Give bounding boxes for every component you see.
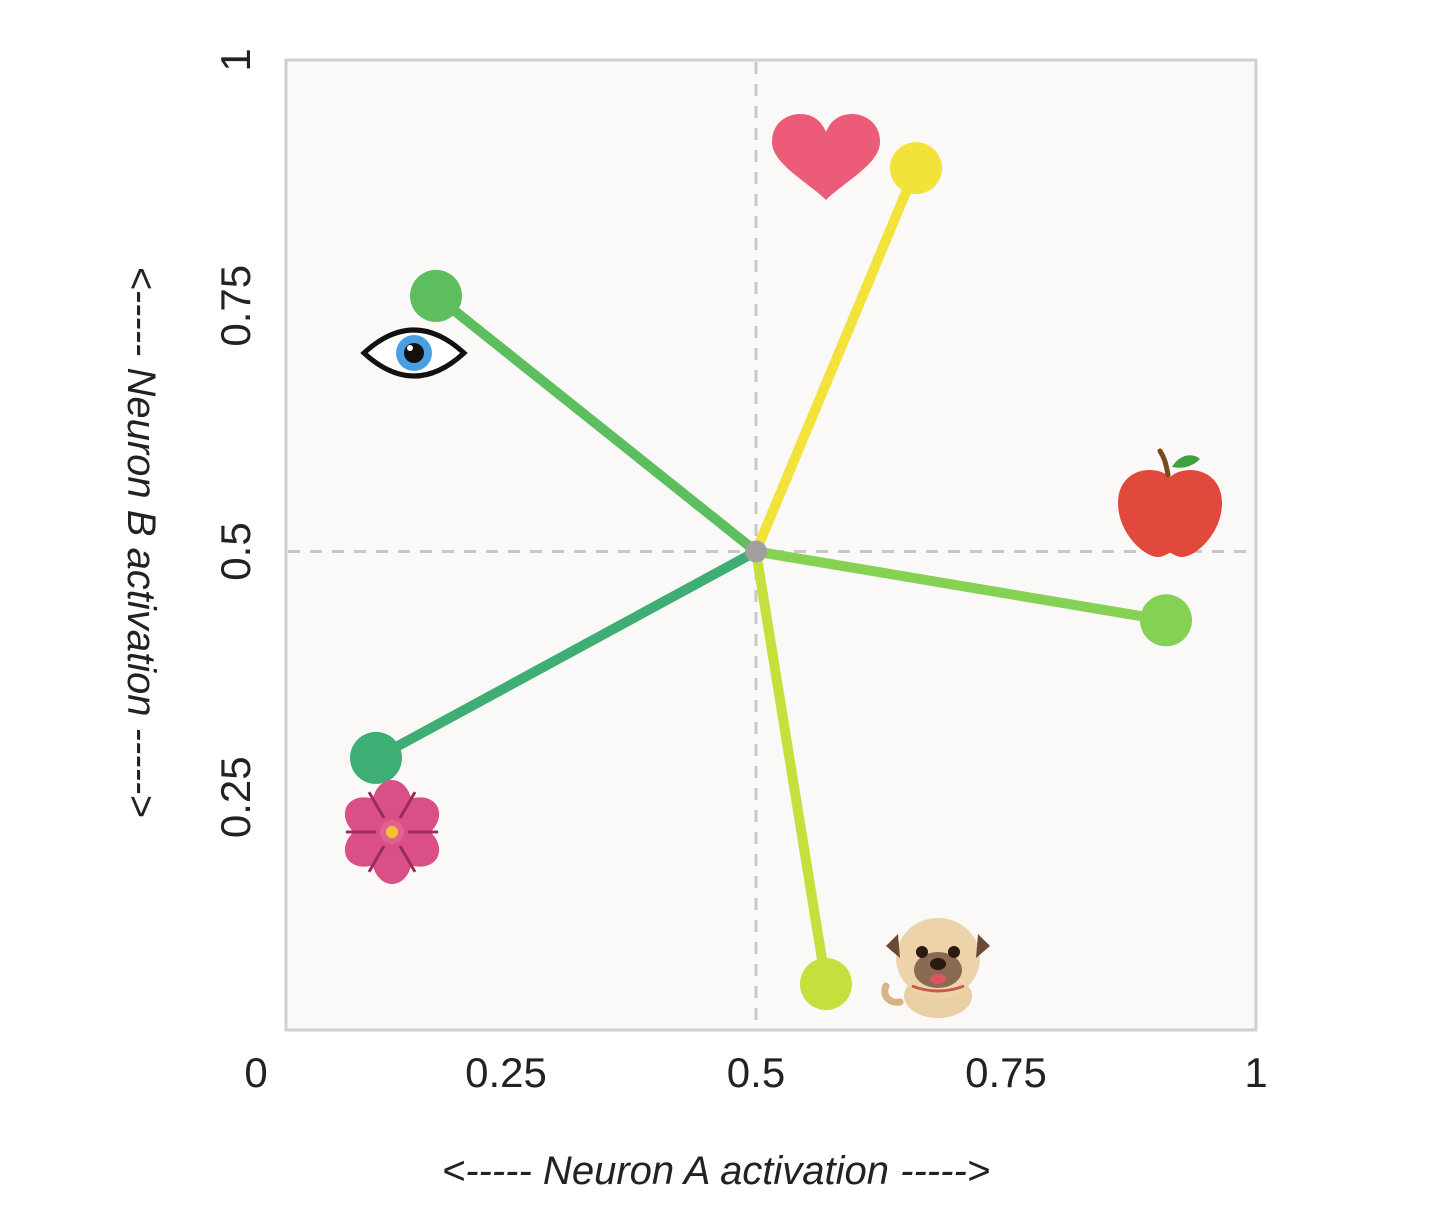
dog-tail [881,982,904,1006]
heart-point [890,142,942,195]
dog-icon [881,918,990,1018]
dog-nose [930,958,946,970]
dog-ear-left [886,934,900,958]
apple-leaf [1172,455,1200,468]
apple-point [1140,594,1192,647]
flower-point [350,731,402,784]
flower-center [386,826,398,838]
x-tick-label: 0.5 [727,1049,785,1096]
apple-body [1118,469,1222,557]
x-tick-label: 1 [1244,1049,1267,1096]
heart-icon [772,114,880,200]
apple-spoke [751,546,1171,626]
dog-ear-right [976,934,990,958]
y-tick-label: 0.75 [212,265,259,347]
dog-eye-left [916,946,928,958]
dog-collar [911,984,965,993]
heart-spoke [751,163,921,557]
eye-point [410,269,462,322]
y-tick-label: 0.5 [212,522,259,580]
y-axis-label: <----- Neuron B activation -----> [119,266,163,817]
flower-spoke [371,546,761,763]
x-tick-label: 0.75 [965,1049,1047,1096]
flower-vein [367,845,386,873]
flower-vein [398,845,417,873]
eye-icon [360,327,468,379]
dog-point [800,958,852,1011]
flower-icon [344,780,440,884]
dog-spoke [751,546,831,990]
eye-pupil [404,343,424,363]
eye-spoke [431,290,761,557]
dog-eye-right [948,946,960,958]
y-tick-label: 1 [212,48,259,71]
plot-frame [284,58,1258,1032]
dog-tongue [930,974,946,984]
apple-icon [1118,448,1222,557]
x-tick-label: 0.25 [465,1049,547,1096]
flower-vein [398,791,417,819]
x-tick-label: 0 [244,1049,267,1096]
heart-shape [772,114,880,200]
eye-glint [407,345,413,351]
origin-point [745,540,767,563]
x-axis-label: <----- Neuron A activation -----> [442,1149,990,1193]
y-tick-label: 0.25 [212,756,259,838]
flower-vein [367,791,386,819]
apple-stem [1157,448,1171,478]
